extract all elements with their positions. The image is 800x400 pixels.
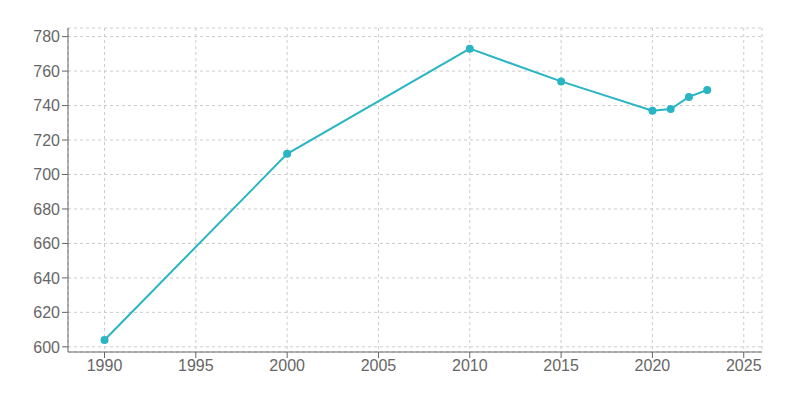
svg-text:2025: 2025 — [726, 357, 762, 374]
svg-text:620: 620 — [33, 304, 60, 321]
svg-text:2010: 2010 — [452, 357, 488, 374]
svg-text:660: 660 — [33, 235, 60, 252]
svg-text:600: 600 — [33, 339, 60, 356]
svg-text:680: 680 — [33, 201, 60, 218]
svg-text:740: 740 — [33, 97, 60, 114]
svg-text:1990: 1990 — [87, 357, 123, 374]
svg-text:2000: 2000 — [269, 357, 305, 374]
svg-text:2020: 2020 — [635, 357, 671, 374]
svg-text:760: 760 — [33, 63, 60, 80]
svg-text:2005: 2005 — [361, 357, 397, 374]
svg-text:2015: 2015 — [543, 357, 579, 374]
svg-text:1995: 1995 — [178, 357, 214, 374]
svg-text:720: 720 — [33, 132, 60, 149]
svg-text:640: 640 — [33, 270, 60, 287]
svg-text:780: 780 — [33, 28, 60, 45]
svg-text:700: 700 — [33, 166, 60, 183]
